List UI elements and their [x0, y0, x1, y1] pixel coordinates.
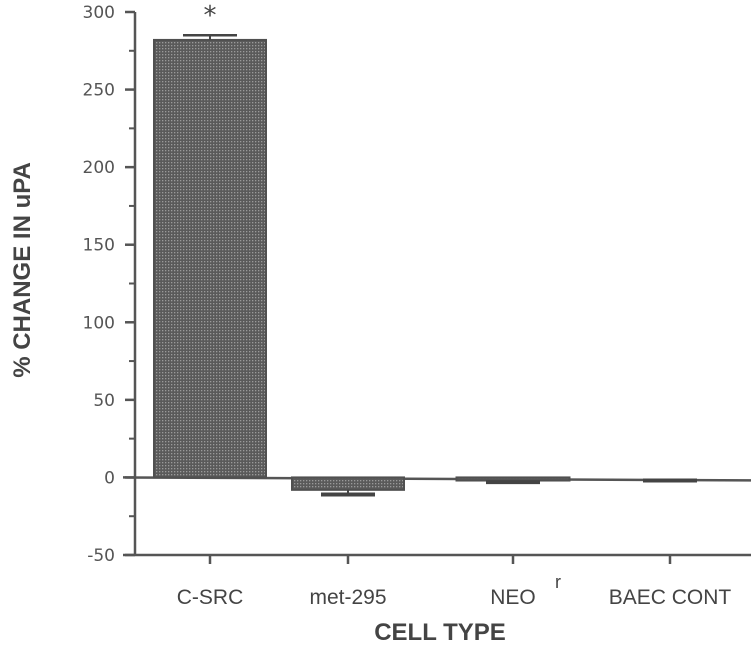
y-tick-label: 0 — [104, 468, 115, 488]
y-tick-label: -50 — [87, 546, 115, 566]
x-axis-title: CELL TYPE — [374, 619, 506, 645]
x-tick-label-superscript: r — [555, 572, 561, 592]
x-tick-label: C-SRC — [177, 586, 244, 609]
bars — [153, 34, 697, 497]
x-tick-label: BAEC CONT — [609, 586, 732, 609]
y-tick-label: 50 — [93, 391, 115, 411]
y-tick-label: 300 — [83, 3, 115, 23]
y-tick-label: 200 — [83, 158, 115, 178]
x-tick-label: NEO — [490, 586, 536, 609]
y-tick-label: 150 — [83, 236, 115, 256]
bar — [455, 476, 571, 482]
bar — [153, 38, 267, 479]
labels: C-SRC met-295 NEO r BAEC CONT * CELL TYPE % CHA… — [9, 1, 731, 645]
bar — [291, 476, 405, 491]
x-tick-label: met-295 — [309, 586, 386, 609]
y-tick-label: 100 — [83, 313, 115, 333]
y-tick-label: 250 — [83, 81, 115, 101]
significance-asterisk: * — [204, 1, 217, 31]
y-axis-title: % CHANGE IN uPA — [9, 162, 36, 378]
